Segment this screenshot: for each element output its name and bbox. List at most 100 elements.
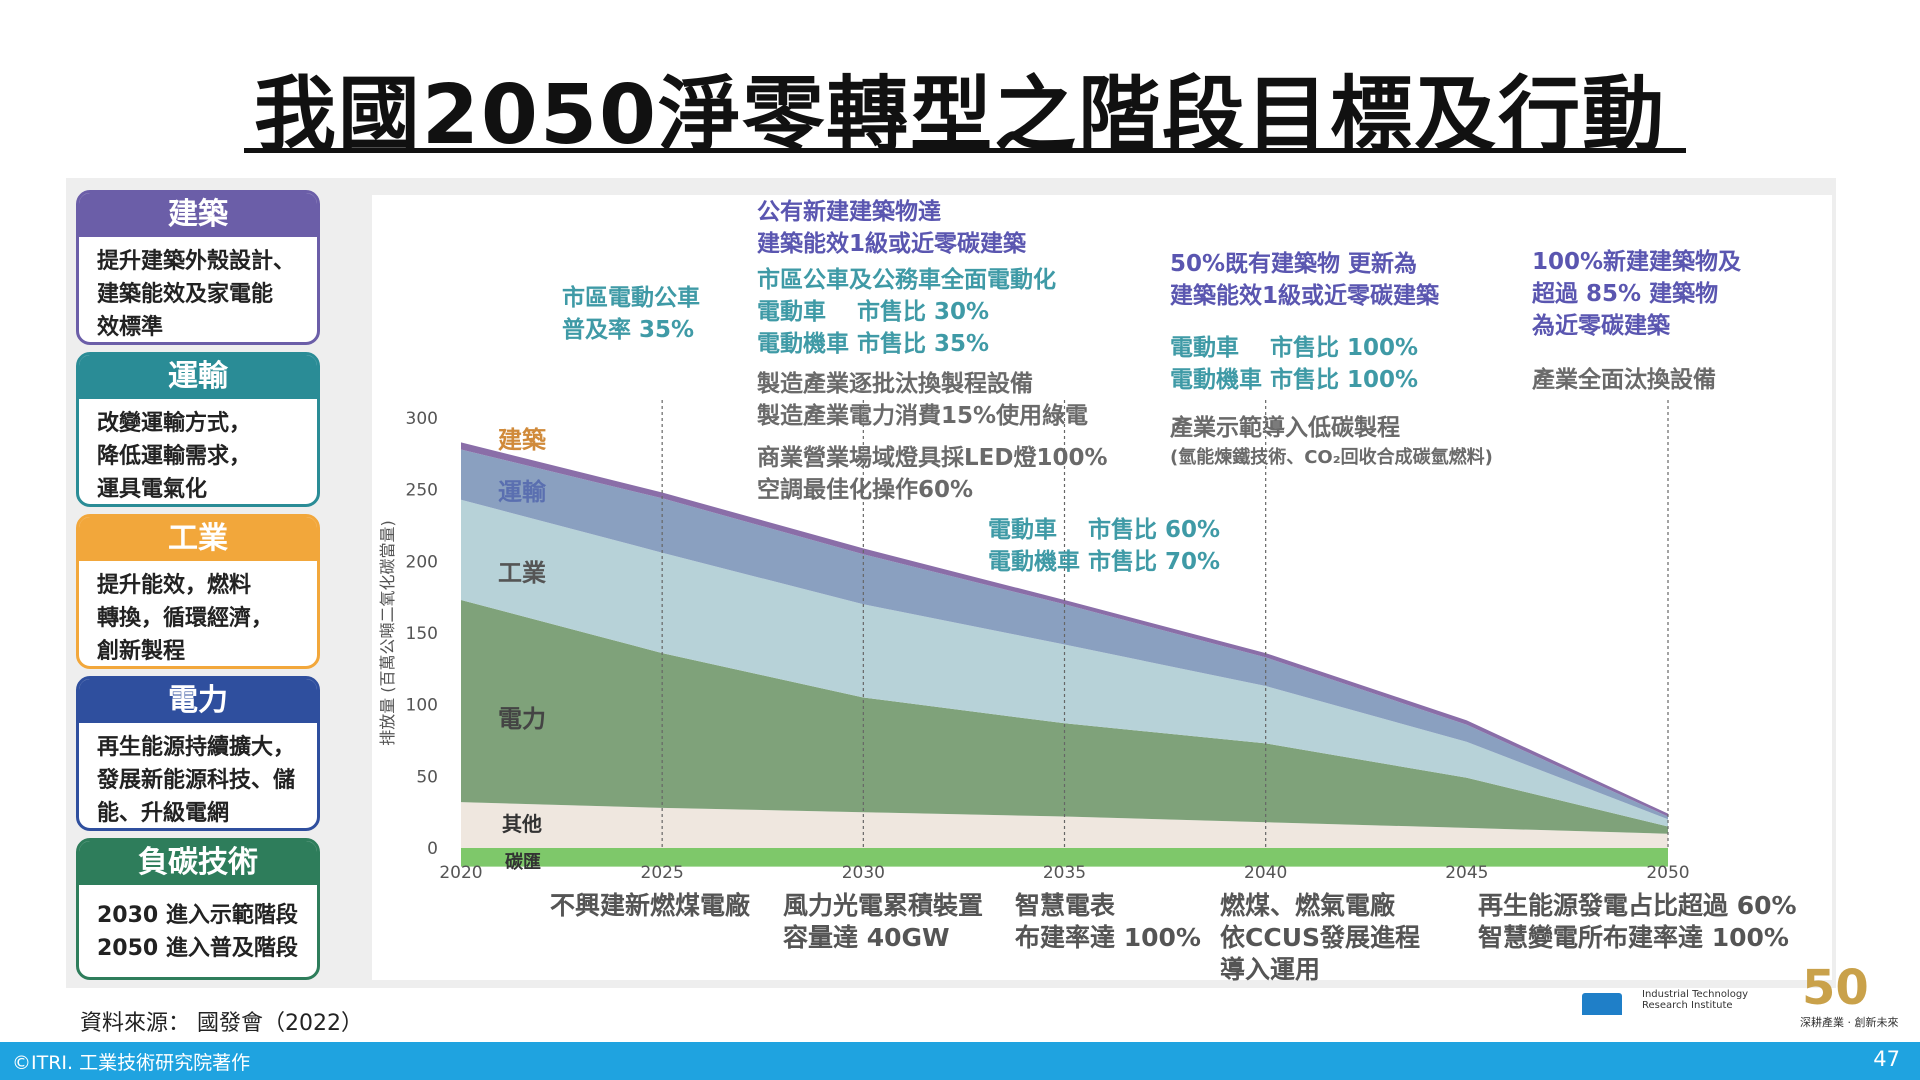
x-tick-label: 2030: [842, 863, 885, 883]
anniversary-number: 50: [1802, 960, 1869, 1016]
sector-line: 轉換，循環經濟，: [97, 606, 274, 631]
annotation-2025-bus: 市區電動公車 普及率 35%: [562, 282, 700, 346]
sector-body-transport: 改變運輸方式， 降低運輸需求， 運具電氣化: [79, 399, 317, 504]
annotation-line: 電動機車 市售比 100%: [1170, 367, 1419, 393]
annotation-line: 依CCUS發展進程: [1220, 923, 1421, 952]
bottom-annotation-2030: 風力光電累積裝置 容量達 40GW: [783, 890, 983, 954]
annotation-line: 燃煤、燃氣電廠: [1220, 891, 1396, 920]
sector-line: 改變運輸方式，: [97, 411, 252, 436]
annotation-line: 超過 85% 建築物: [1532, 281, 1719, 307]
page-title: 我國2050淨零轉型之階段目標及行動: [253, 68, 1667, 163]
annotation-line: 風力光電累積裝置: [783, 891, 984, 920]
y-tick-label: 250: [406, 481, 438, 501]
annotation-line: 為近零碳建築: [1532, 313, 1670, 339]
annotation-line: 50%既有建築物 更新為: [1170, 251, 1418, 277]
sector-title-building: 建築: [79, 193, 317, 237]
y-tick-label: 300: [406, 409, 438, 429]
sector-title-transport: 運輸: [79, 355, 317, 399]
series-label: 碳匯: [505, 851, 541, 873]
sector-body-industry: 提升能效，燃料 轉換，循環經濟， 創新製程: [79, 561, 317, 666]
annotation-line: 不興建新燃煤電廠: [550, 891, 751, 920]
annotation-line: 製造產業電力消費15%使用綠電: [757, 403, 1089, 429]
area-series-3: [461, 499, 1668, 827]
annotation-2030-transport: 市區公車及公務車全面電動化 電動車 市售比 30% 電動機車 市售比 35%: [757, 264, 1056, 360]
y-tick-label: 100: [406, 696, 438, 716]
annotation-line: 再生能源發電占比超過 60%: [1478, 891, 1797, 920]
annotation-2030-building: 公有新建建築物達 建築能效1級或近零碳建築: [757, 196, 1026, 260]
annotation-line: 電動車 市售比 60%: [988, 517, 1221, 543]
y-tick-label: 150: [406, 624, 438, 644]
bottom-annotation-2035: 智慧電表 布建率達 100%: [1015, 890, 1201, 954]
y-tick-label: 50: [416, 767, 438, 787]
annotation-line: 製造產業逐批汰換製程設備: [757, 371, 1033, 397]
annotation-line: 建築能效1級或近零碳建築: [757, 231, 1027, 257]
annotation-2030-commerce: 商業營業場域燈具採LED燈100% 空調最佳化操作60%: [757, 442, 1108, 506]
sector-title-power: 電力: [79, 679, 317, 723]
annotation-line: 容量達 40GW: [783, 923, 950, 952]
x-tick-label: 2035: [1043, 863, 1086, 883]
area-series-1: [461, 802, 1668, 848]
itri-logo-mark: [1582, 993, 1622, 1015]
sector-title-industry: 工業: [79, 517, 317, 561]
sector-card-power: 電力 再生能源持續擴大， 發展新能源科技、儲 能、升級電網: [76, 676, 320, 831]
annotation-2050-industry: 產業全面汰換設備: [1532, 367, 1716, 393]
anniversary-logo: 50 深耕產業 · 創新未來: [1800, 960, 1910, 1030]
itri-logo-line: Research Institute: [1642, 1000, 1733, 1011]
annotation-2040-building: 50%既有建築物 更新為 建築能效1級或近零碳建築: [1170, 248, 1439, 312]
itri-logo-line: Industrial Technology: [1642, 989, 1749, 1000]
x-tick-label: 2040: [1244, 863, 1287, 883]
sector-line: 運具電氣化: [97, 477, 208, 502]
x-tick-label: 2045: [1445, 863, 1488, 883]
annotation-line: 100%新建建築物及: [1532, 249, 1742, 275]
sector-card-industry: 工業 提升能效，燃料 轉換，循環經濟， 創新製程: [76, 514, 320, 669]
footer-bar: ©ITRI. 工業技術研究院著作 47: [0, 1042, 1920, 1080]
annotation-line: 智慧電表: [1015, 891, 1116, 920]
sector-card-transport: 運輸 改變運輸方式， 降低運輸需求， 運具電氣化: [76, 352, 320, 507]
page-number: 47: [1873, 1047, 1900, 1071]
x-tick-label: 2050: [1646, 863, 1689, 883]
footer-copyright: ©ITRI. 工業技術研究院著作: [12, 1052, 251, 1074]
sector-line: 發展新能源科技、儲: [97, 768, 296, 793]
annotation-line: 布建率達 100%: [1015, 923, 1201, 952]
annotation-2040-industry: 產業示範導入低碳製程: [1170, 415, 1400, 441]
sector-line: 提升能效，燃料: [97, 573, 252, 598]
annotation-line: 普及率 35%: [562, 317, 695, 343]
itri-logo-text: Industrial Technology Research Institute: [1642, 989, 1748, 1011]
bottom-annotation-2040: 燃煤、燃氣電廠 依CCUS發展進程 導入運用: [1220, 890, 1420, 986]
sector-card-building: 建築 提升建築外殼設計、 建築能效及家電能 效標準: [76, 190, 320, 345]
sector-line: 2030 進入示範階段: [97, 903, 298, 928]
annotation-line: 建築能效1級或近零碳建築: [1170, 283, 1440, 309]
sector-line: 再生能源持續擴大，: [97, 735, 296, 760]
annotation-line: 電動車 市售比 30%: [757, 299, 990, 325]
title-underline: [244, 148, 1686, 153]
y-tick-label: 0: [427, 839, 438, 859]
sector-line: 能、升級電網: [97, 801, 230, 826]
bottom-annotation-2025: 不興建新燃煤電廠: [550, 890, 750, 922]
sector-body-building: 提升建築外殼設計、 建築能效及家電能 效標準: [79, 237, 317, 342]
series-label: 工業: [498, 559, 546, 587]
area-series-2: [461, 600, 1668, 834]
anniversary-caption: 深耕產業 · 創新未來: [1800, 1016, 1899, 1029]
sector-line: 效標準: [97, 315, 164, 340]
annotation-line: 商業營業場域燈具採LED燈100%: [757, 445, 1108, 471]
series-label: 其他: [502, 812, 542, 836]
series-label: 建築: [498, 426, 547, 454]
annotation-line: 公有新建建築物達: [757, 199, 941, 225]
series-label: 運輸: [498, 478, 547, 506]
annotation-line: 空調最佳化操作60%: [757, 477, 974, 503]
annotation-line: 市區公車及公務車全面電動化: [757, 267, 1056, 293]
sector-line: 提升建築外殼設計、: [97, 249, 296, 274]
sector-line: 降低運輸需求，: [97, 444, 252, 469]
annotation-2040-industry-note: (氫能煉鐵技術、CO₂回收合成碳氫燃料): [1170, 447, 1493, 468]
annotation-2030-industry: 製造產業逐批汰換製程設備 製造產業電力消費15%使用綠電: [757, 368, 1088, 432]
x-tick-label: 2020: [439, 863, 482, 883]
bottom-annotation-2050: 再生能源發電占比超過 60% 智慧變電所布建率達 100%: [1478, 890, 1797, 954]
y-axis-label: 排放量 (百萬公噸二氧化碳當量): [378, 520, 397, 746]
annotation-line: 市區電動公車: [562, 285, 700, 311]
annotation-line: 電動機車 市售比 70%: [988, 549, 1221, 575]
annotation-2050-building: 100%新建建築物及 超過 85% 建築物 為近零碳建築: [1532, 246, 1741, 342]
source-note: 資料來源： 國發會（2022）: [80, 1011, 363, 1036]
sector-line: 創新製程: [97, 639, 186, 664]
itri-logo: Industrial Technology Research Institute: [1582, 985, 1762, 1015]
